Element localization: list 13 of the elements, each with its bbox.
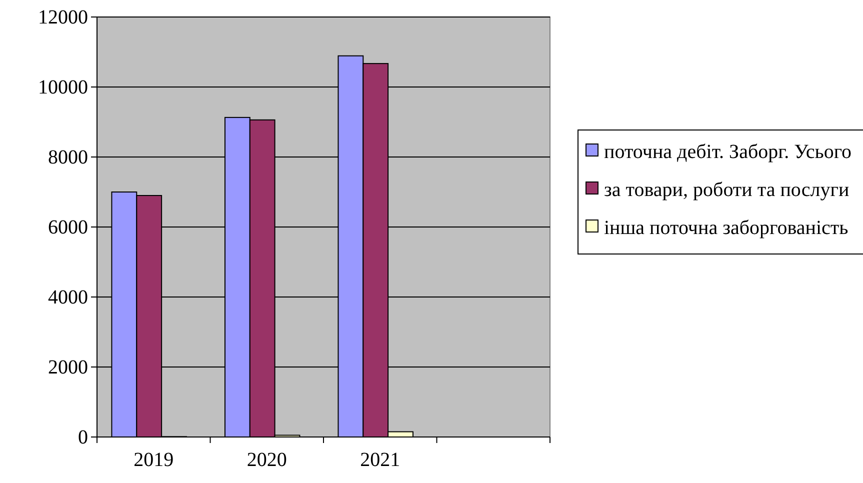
y-tick-label: 2000 <box>48 356 88 378</box>
legend-label: поточна дебіт. Заборг. Усього <box>604 141 852 163</box>
y-tick-label: 10000 <box>38 76 88 98</box>
y-tick-label: 8000 <box>48 146 88 168</box>
x-tick-label: 2020 <box>246 449 287 471</box>
y-tick-label: 6000 <box>48 216 88 238</box>
x-tick-label: 2019 <box>134 449 174 471</box>
y-tick-label: 4000 <box>48 286 88 308</box>
legend-label: інша поточна заборгованість <box>604 217 848 239</box>
legend-label: за товари, роботи та послуги <box>604 179 850 201</box>
y-tick-label: 0 <box>78 426 88 448</box>
y-tick-label: 12000 <box>38 6 88 28</box>
x-tick-label: 2021 <box>360 449 400 471</box>
